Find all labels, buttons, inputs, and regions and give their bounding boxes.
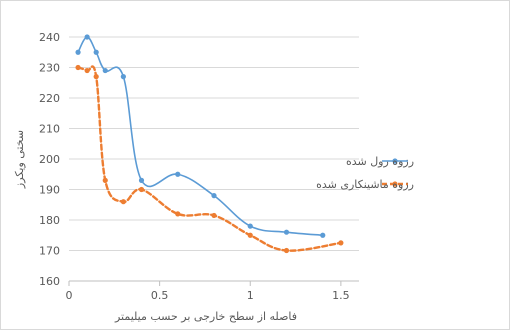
data-point-rolled (102, 67, 108, 74)
axes (68, 280, 359, 286)
y-tick-label: 200 (39, 153, 60, 166)
data-point-rolled (283, 229, 290, 235)
y-tick-label: 180 (39, 214, 60, 227)
y-tick-label: 190 (39, 184, 60, 197)
data-point-rolled (211, 193, 217, 199)
data-point-rolled (75, 49, 81, 55)
y-tick-label: 230 (39, 62, 60, 75)
data-point-machined (120, 199, 126, 205)
data-point-machined (138, 186, 145, 193)
data-point-machined (75, 64, 81, 71)
y-tick-label: 240 (39, 31, 60, 44)
data-point-machined (283, 247, 290, 254)
data-point-machined (247, 232, 253, 238)
tick-labels: 160 170 180 190 200 210 220 230 240 0 0.5 1 1.5 (39, 31, 350, 302)
x-tick-label: 1 (247, 289, 254, 302)
legend-label-machined: رزوه ماشینکاری شده (316, 178, 414, 191)
series-line-rolled (77, 36, 324, 237)
data-point-rolled (120, 74, 126, 80)
legend-label-rolled: رزوه رول شده (346, 155, 414, 168)
x-tick-label: 0.5 (151, 289, 169, 302)
legend-item-rolled: رزوه رول شده (346, 155, 414, 168)
y-tick-label: 170 (39, 245, 60, 258)
data-point-rolled (84, 34, 90, 40)
data-point-machined (211, 212, 217, 219)
y-tick-label: 160 (39, 275, 60, 288)
legend: رزوه رول شده رزوه ماشینکاری شده (316, 155, 414, 191)
data-point-rolled (320, 232, 326, 238)
data-point-machined (102, 177, 108, 183)
data-point-rolled (247, 223, 253, 229)
y-tick-label: 220 (39, 92, 60, 105)
data-point-machined (338, 240, 344, 246)
y-tick-label: 210 (39, 123, 60, 136)
y-axis-title: سختی ویکرز (13, 130, 26, 189)
x-axis-title: فاصله از سطح خارجی بر حسب میلیمتر (114, 310, 297, 323)
data-point-rolled (175, 171, 181, 177)
data-point-rolled (93, 49, 99, 55)
legend-marker-rolled (392, 158, 398, 164)
legend-item-machined: رزوه ماشینکاری شده (316, 178, 414, 191)
data-point-machined (175, 211, 181, 217)
data-point-machined (84, 67, 90, 74)
data-point-machined (93, 74, 99, 80)
x-tick-label: 0 (66, 289, 73, 302)
data-point-rolled (138, 177, 145, 183)
legend-marker-machined (392, 181, 398, 187)
x-tick-label: 1.5 (332, 289, 350, 302)
series-layer (75, 34, 344, 254)
